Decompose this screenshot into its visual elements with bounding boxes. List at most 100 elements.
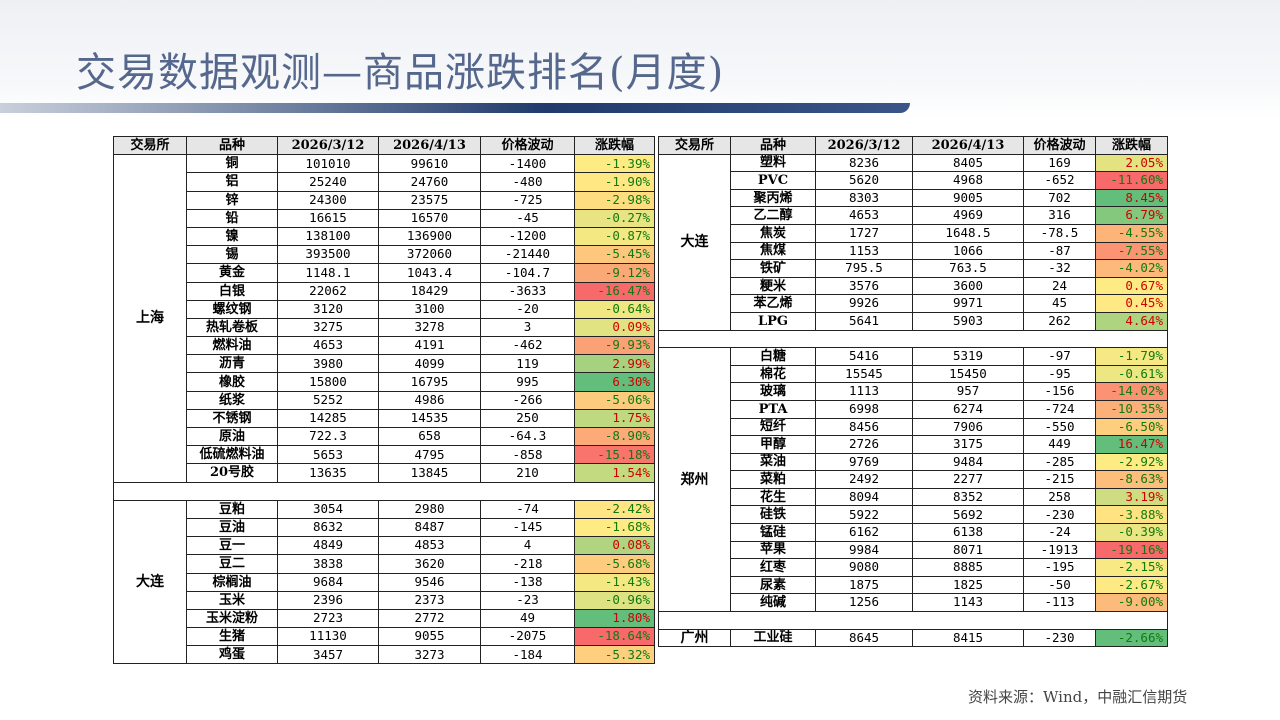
data-row: 锡 393500 372060 -21440 -5.45% <box>114 245 655 265</box>
data-row: 黄金 1148.1 1043.4 -104.7 -9.12% <box>114 263 655 283</box>
product-cell: 豆二 <box>186 554 278 574</box>
number-cell: 13845 <box>378 463 481 483</box>
data-row: 豆油 8632 8487 -145 -1.68% <box>114 517 655 538</box>
data-row: 短纤 8456 7906 -550 -6.50% <box>659 417 1168 437</box>
number-cell: 1825 <box>912 575 1024 595</box>
number-cell: 4986 <box>378 390 481 410</box>
data-row: 上海铜 101010 99610 -1400 -1.39% <box>113 154 655 483</box>
number-cell: 24760 <box>378 172 481 192</box>
change-pct-cell: -1.90% <box>574 172 655 192</box>
number-cell: 4969 <box>912 206 1024 225</box>
number-cell: -97 <box>1023 347 1096 366</box>
data-row: LPG 5641 5903 262 4.64% <box>659 311 1168 331</box>
spacer-cell <box>113 481 655 501</box>
page-title: 交易数据观测—商品涨跌排名(月度) <box>76 50 725 96</box>
data-row: 铁矿 795.5 763.5 -32 -4.02% <box>659 259 1168 278</box>
number-cell: 9484 <box>912 452 1024 472</box>
change-pct-cell: -9.93% <box>574 336 655 356</box>
left-table: 交易所 品种 2026/3/12 2026/4/13 价格波动 涨跌幅 上海铜 101010 9… <box>113 135 655 665</box>
column-header: 价格波动 <box>1023 136 1096 155</box>
number-cell: 1113 <box>815 382 913 401</box>
product-cell: 燃料油 <box>186 336 278 356</box>
number-cell: 2726 <box>815 435 913 454</box>
number-cell: 5620 <box>815 171 913 190</box>
number-cell: 3120 <box>277 299 379 319</box>
column-header: 交易所 <box>113 135 187 156</box>
change-pct-cell: -0.39% <box>1095 523 1168 542</box>
number-cell: 4849 <box>277 536 379 556</box>
data-row: 螺纹钢 3120 3100 -20 -0.64% <box>114 299 655 319</box>
spacer-row <box>113 481 655 501</box>
product-cell: 尿素 <box>730 575 816 595</box>
data-row: 燃料油 4653 4191 -462 -9.93% <box>114 336 655 356</box>
data-row: 白银 22062 18429 -3633 -16.47% <box>114 281 655 301</box>
product-cell: 玉米 <box>186 590 278 610</box>
product-cell: 玻璃 <box>730 382 816 401</box>
product-cell: 铁矿 <box>730 259 816 278</box>
number-cell: 7906 <box>912 417 1024 437</box>
data-row: 豆一 4849 4853 4 0.08% <box>114 536 655 556</box>
data-row: 豆二 3838 3620 -218 -5.68% <box>114 554 655 574</box>
change-pct-cell: -2.92% <box>1095 452 1168 472</box>
number-cell: -462 <box>480 336 575 356</box>
product-cell: 低硫燃料油 <box>186 445 278 465</box>
column-header: 品种 <box>730 136 816 155</box>
number-cell: 9684 <box>277 572 379 592</box>
product-cell: 20号胶 <box>186 463 278 483</box>
number-cell: 13635 <box>277 463 379 483</box>
data-row: 沥青 3980 4099 119 2.99% <box>114 354 655 374</box>
exchange-cell: 上海 <box>113 154 187 483</box>
number-cell: 6998 <box>815 399 913 419</box>
change-pct-cell: 0.08% <box>574 536 655 556</box>
spacer-cell <box>658 611 1168 630</box>
product-cell: 橡胶 <box>186 372 278 392</box>
data-row: 纯碱 1256 1143 -113 -9.00% <box>659 593 1168 613</box>
number-cell: 4653 <box>815 206 913 225</box>
product-cell: 纸浆 <box>186 390 278 410</box>
data-row: 甲醇 2726 3175 449 16.47% <box>659 435 1168 454</box>
number-cell: 4191 <box>378 336 481 356</box>
number-cell: -480 <box>480 172 575 192</box>
change-pct-cell: 2.99% <box>574 354 655 374</box>
number-cell: 136900 <box>378 226 481 247</box>
number-cell: 8645 <box>815 628 913 648</box>
number-cell: 5922 <box>815 505 913 525</box>
number-cell: 14535 <box>378 408 481 429</box>
number-cell: 1043.4 <box>378 263 481 283</box>
product-cell: 原油 <box>186 426 278 447</box>
product-cell: 豆油 <box>186 517 278 538</box>
change-pct-cell: -3.88% <box>1095 505 1168 525</box>
change-pct-cell: -0.96% <box>574 590 655 610</box>
change-pct-cell: -7.55% <box>1095 241 1168 261</box>
data-row: 不锈钢 14285 14535 250 1.75% <box>114 408 655 429</box>
number-cell: 24300 <box>277 190 379 210</box>
number-cell: 2980 <box>378 499 481 519</box>
column-header: 2026/4/13 <box>912 136 1024 155</box>
number-cell: 16615 <box>277 208 379 228</box>
change-pct-cell: -5.06% <box>574 390 655 410</box>
number-cell: 6274 <box>912 399 1024 419</box>
change-pct-cell: -1.39% <box>574 154 655 174</box>
number-cell: 722.3 <box>277 426 379 447</box>
number-cell: 9080 <box>815 558 913 577</box>
change-pct-cell: -0.61% <box>1095 364 1168 384</box>
change-pct-cell: -0.87% <box>574 226 655 247</box>
number-cell: -285 <box>1023 452 1096 472</box>
data-row: 铅 16615 16570 -45 -0.27% <box>114 208 655 228</box>
change-pct-cell: -11.60% <box>1095 171 1168 190</box>
exchange-cell: 郑州 <box>658 347 731 613</box>
data-row: 纸浆 5252 4986 -266 -5.06% <box>114 390 655 410</box>
number-cell: 5319 <box>912 347 1024 366</box>
number-cell: 3980 <box>277 354 379 374</box>
change-pct-cell: -1.79% <box>1095 347 1168 366</box>
product-cell: 螺纹钢 <box>186 299 278 319</box>
number-cell: 8487 <box>378 517 481 538</box>
number-cell: -23 <box>480 590 575 610</box>
data-row: 铝 25240 24760 -480 -1.90% <box>114 172 655 192</box>
number-cell: 3620 <box>378 554 481 574</box>
number-cell: 9546 <box>378 572 481 592</box>
number-cell: 4099 <box>378 354 481 374</box>
number-cell: -64.3 <box>480 426 575 447</box>
change-pct-cell: 6.30% <box>574 372 655 392</box>
data-row: 大连 豆粕 3054 2980 -74 -2.42% <box>113 499 655 665</box>
